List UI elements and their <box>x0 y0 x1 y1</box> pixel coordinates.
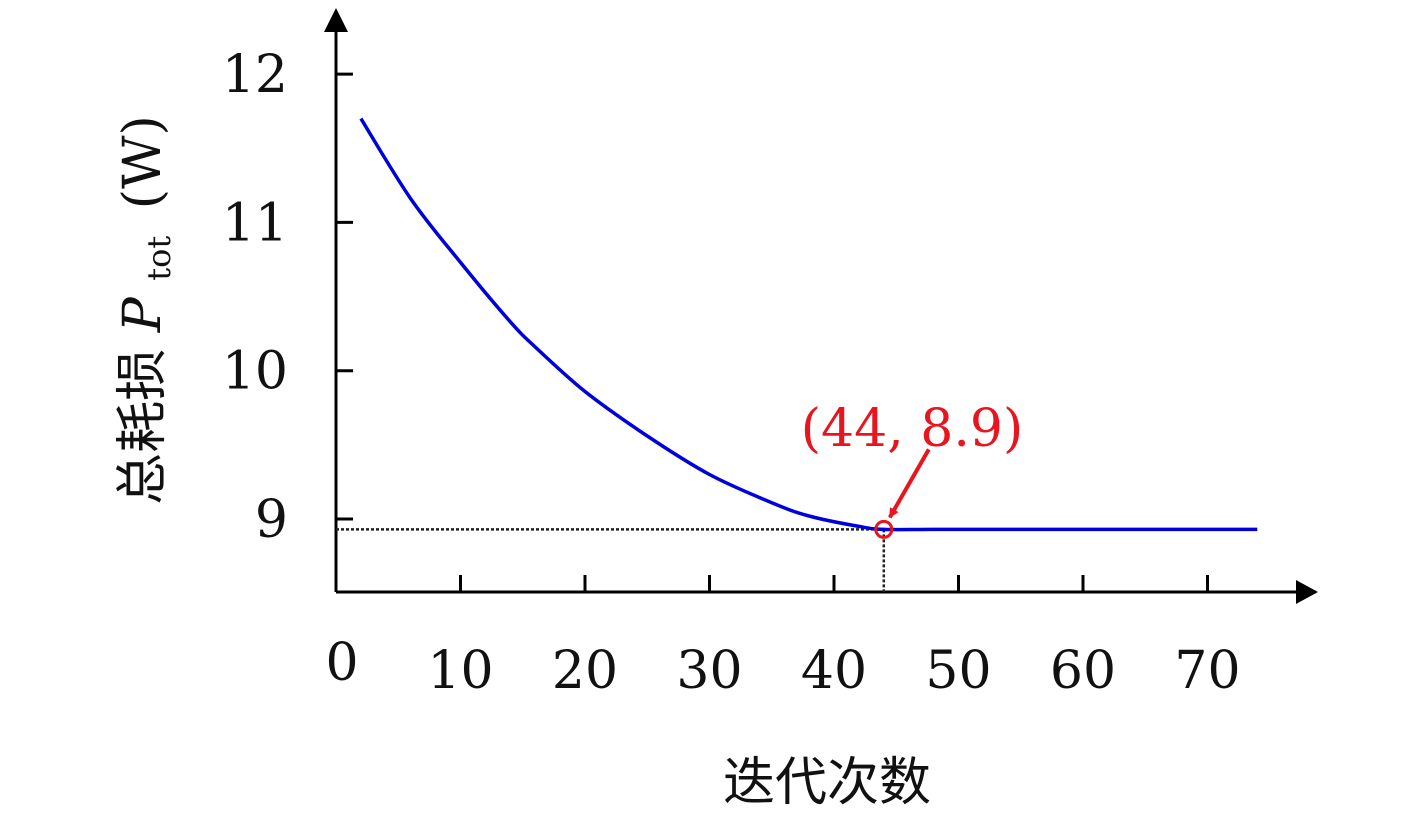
reference-lines <box>336 528 886 592</box>
x-tick-label-50: 50 <box>925 641 991 701</box>
axis-ticks <box>336 72 1209 592</box>
annotation: (44, 8.9) <box>801 399 1024 539</box>
x-tick-label-10: 10 <box>427 641 493 701</box>
x-tick-label-60: 60 <box>1050 641 1116 701</box>
y-axis-title-subscript: tot <box>140 236 178 281</box>
y-axis-title-unit: (W) <box>113 115 173 209</box>
y-axis-title: 总耗损 P tot (W) <box>113 115 183 505</box>
annotation-arrow <box>888 448 931 519</box>
y-axis-arrowhead <box>324 8 348 32</box>
x-axis-arrowhead <box>1296 580 1318 604</box>
y-tick-label-10: 10 <box>222 342 288 402</box>
axis-tick-labels: 0 10 20 30 40 50 60 70 9 10 11 12 <box>222 45 1241 701</box>
series-layer <box>359 117 1258 532</box>
annotation-marker <box>874 519 894 539</box>
y-tick-label-12: 12 <box>222 45 288 105</box>
x-tick-label-0: 0 <box>325 633 358 693</box>
y-axis-title-symbol: P <box>113 296 173 333</box>
annotation-label: (44, 8.9) <box>801 399 1024 459</box>
x-axis-title: 迭代次数 <box>723 753 931 813</box>
x-tick-label-40: 40 <box>801 641 867 701</box>
x-tick-label-30: 30 <box>676 641 742 701</box>
y-axis-title-prefix: 总耗损 <box>113 349 173 505</box>
y-tick-label-9: 9 <box>255 490 288 550</box>
series-line-0 <box>359 117 1258 532</box>
y-tick-label-11: 11 <box>222 193 288 253</box>
x-tick-label-70: 70 <box>1174 641 1240 701</box>
x-tick-label-20: 20 <box>552 641 618 701</box>
